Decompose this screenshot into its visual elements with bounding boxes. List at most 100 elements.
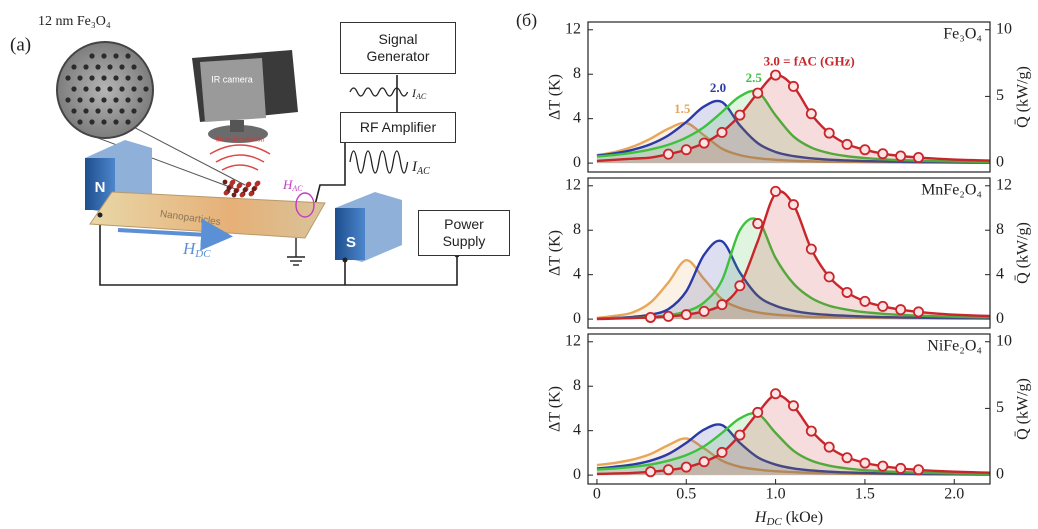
data-point: [825, 442, 834, 451]
data-point: [860, 297, 869, 306]
data-point: [842, 140, 851, 149]
particle: [101, 119, 106, 124]
data-point: [789, 200, 798, 209]
data-point: [825, 128, 834, 137]
y-tick-label: 0: [573, 310, 581, 327]
particle: [101, 75, 106, 80]
x-label-unit: (kOe): [782, 509, 823, 526]
panel-title: Fe₃O₄: [943, 26, 982, 43]
data-point: [682, 310, 691, 319]
figure: (a) 12 nm Fe₃O₄ IR camera IAC IAC N Nano…: [0, 0, 1038, 529]
particle: [71, 86, 76, 91]
y-tick-label: 0: [573, 154, 581, 171]
nanoparticle-cluster: [223, 180, 261, 198]
particle: [95, 86, 100, 91]
particle: [131, 86, 136, 91]
series-label: 3.0 = fAC (GHz): [764, 53, 855, 68]
y2-axis-label: Q̄ (kW/g): [1015, 378, 1032, 440]
particle: [107, 64, 112, 69]
field-symbol: H: [282, 177, 293, 192]
thermal-waves: [210, 145, 270, 170]
data-point: [842, 288, 851, 297]
y-tick-label: 4: [573, 109, 581, 126]
particle: [77, 119, 82, 124]
nanoparticle: [249, 192, 254, 197]
data-point: [646, 313, 655, 322]
particle: [107, 86, 112, 91]
particle: [65, 97, 70, 102]
data-point: [700, 457, 709, 466]
data-point: [771, 187, 780, 196]
current-label: IAC: [411, 159, 430, 177]
particle: [137, 75, 142, 80]
nanoparticle: [234, 189, 239, 194]
data-point: [878, 302, 887, 311]
data-point: [771, 70, 780, 79]
tem-label: 12 nm Fe₃O₄: [38, 14, 111, 29]
particle: [83, 108, 88, 113]
particle: [89, 97, 94, 102]
data-point: [753, 88, 762, 97]
data-point: [717, 448, 726, 457]
data-point: [646, 467, 655, 476]
y2-tick-label: 8: [996, 221, 1004, 238]
particle: [77, 97, 82, 102]
data-point: [860, 145, 869, 154]
magnet-label: N: [95, 179, 106, 196]
y-tick-label: 0: [573, 466, 581, 483]
field-dc-label: HDC: [182, 239, 211, 260]
series-label: 2.0: [710, 80, 726, 95]
data-point: [789, 401, 798, 410]
camera-stand: [230, 120, 244, 132]
magnet-label: S: [346, 234, 356, 251]
particle: [71, 108, 76, 113]
panel-title: MnFe₂O₄: [921, 182, 982, 199]
data-point: [914, 153, 923, 162]
particle: [119, 108, 124, 113]
x-tick-label: 2.0: [944, 486, 964, 503]
x-tick-label: 1.0: [766, 486, 786, 503]
field-subscript: DC: [194, 248, 211, 260]
y2-tick-label: 10: [996, 332, 1012, 349]
rf-amplifier: RF Amplifier: [340, 112, 456, 143]
particle: [113, 119, 118, 124]
y2-tick-label: 12: [996, 176, 1012, 193]
x-label-subscript: DC: [765, 516, 782, 528]
y-axis-label: ΔT (K): [547, 230, 564, 276]
panel-label: (a): [10, 34, 31, 55]
particle: [101, 53, 106, 58]
data-point: [664, 150, 673, 159]
data-point: [914, 307, 923, 316]
field-subscript: AC: [291, 184, 303, 193]
y2-tick-label: 4: [996, 265, 1004, 282]
series-label: 2.5: [746, 70, 763, 85]
data-point: [682, 145, 691, 154]
figure-canvas: (a) 12 nm Fe₃O₄ IR camera IAC IAC N Nano…: [0, 0, 1038, 529]
particle: [143, 86, 148, 91]
panel-title: NiFe₂O₄: [927, 338, 982, 355]
particle: [101, 97, 106, 102]
x-axis-label: HDC (kOe): [754, 509, 823, 528]
nanoparticle: [237, 184, 242, 189]
y-tick-label: 12: [565, 176, 581, 193]
particle: [113, 53, 118, 58]
particle: [89, 119, 94, 124]
panel-label: (б): [516, 10, 537, 31]
data-point: [807, 245, 816, 254]
data-point: [735, 281, 744, 290]
y2-tick-label: 10: [996, 20, 1012, 37]
particle: [95, 64, 100, 69]
data-point: [807, 426, 816, 435]
data-point: [664, 465, 673, 474]
particle: [65, 75, 70, 80]
particle: [125, 75, 130, 80]
data-point: [700, 307, 709, 316]
nanoparticle: [255, 182, 260, 187]
x-tick-label: 1.5: [855, 486, 875, 503]
particle: [113, 75, 118, 80]
y2-axis-label: Q̄ (kW/g): [1015, 66, 1032, 128]
nanoparticle: [240, 193, 245, 198]
data-point: [753, 219, 762, 228]
